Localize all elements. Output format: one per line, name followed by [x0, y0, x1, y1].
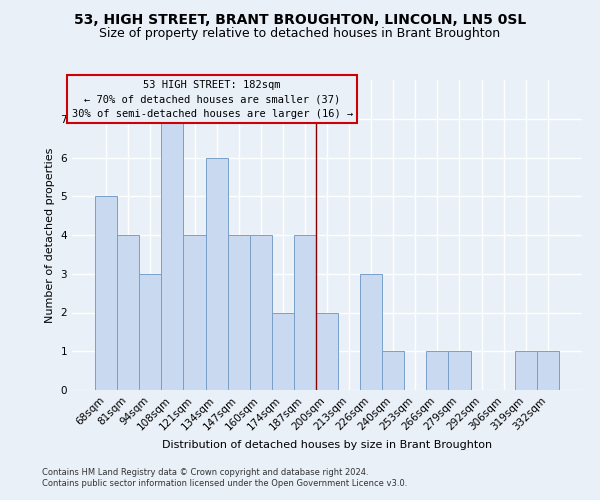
Text: Size of property relative to detached houses in Brant Broughton: Size of property relative to detached ho… [100, 28, 500, 40]
Bar [161, 118, 184, 390]
Bar [537, 351, 559, 390]
Bar [227, 235, 250, 390]
Bar [316, 312, 338, 390]
Bar [95, 196, 117, 390]
Text: Contains HM Land Registry data © Crown copyright and database right 2024.
Contai: Contains HM Land Registry data © Crown c… [42, 468, 407, 487]
Bar [139, 274, 161, 390]
Bar [515, 351, 537, 390]
Y-axis label: Number of detached properties: Number of detached properties [45, 148, 55, 322]
Bar [382, 351, 404, 390]
Bar [184, 235, 206, 390]
Bar [427, 351, 448, 390]
Bar [294, 235, 316, 390]
Bar [206, 158, 227, 390]
Bar [117, 235, 139, 390]
Bar [272, 312, 294, 390]
Bar [250, 235, 272, 390]
Bar [360, 274, 382, 390]
Bar [448, 351, 470, 390]
Text: 53 HIGH STREET: 182sqm
← 70% of detached houses are smaller (37)
30% of semi-det: 53 HIGH STREET: 182sqm ← 70% of detached… [71, 80, 353, 119]
Text: 53, HIGH STREET, BRANT BROUGHTON, LINCOLN, LN5 0SL: 53, HIGH STREET, BRANT BROUGHTON, LINCOL… [74, 12, 526, 26]
X-axis label: Distribution of detached houses by size in Brant Broughton: Distribution of detached houses by size … [162, 440, 492, 450]
